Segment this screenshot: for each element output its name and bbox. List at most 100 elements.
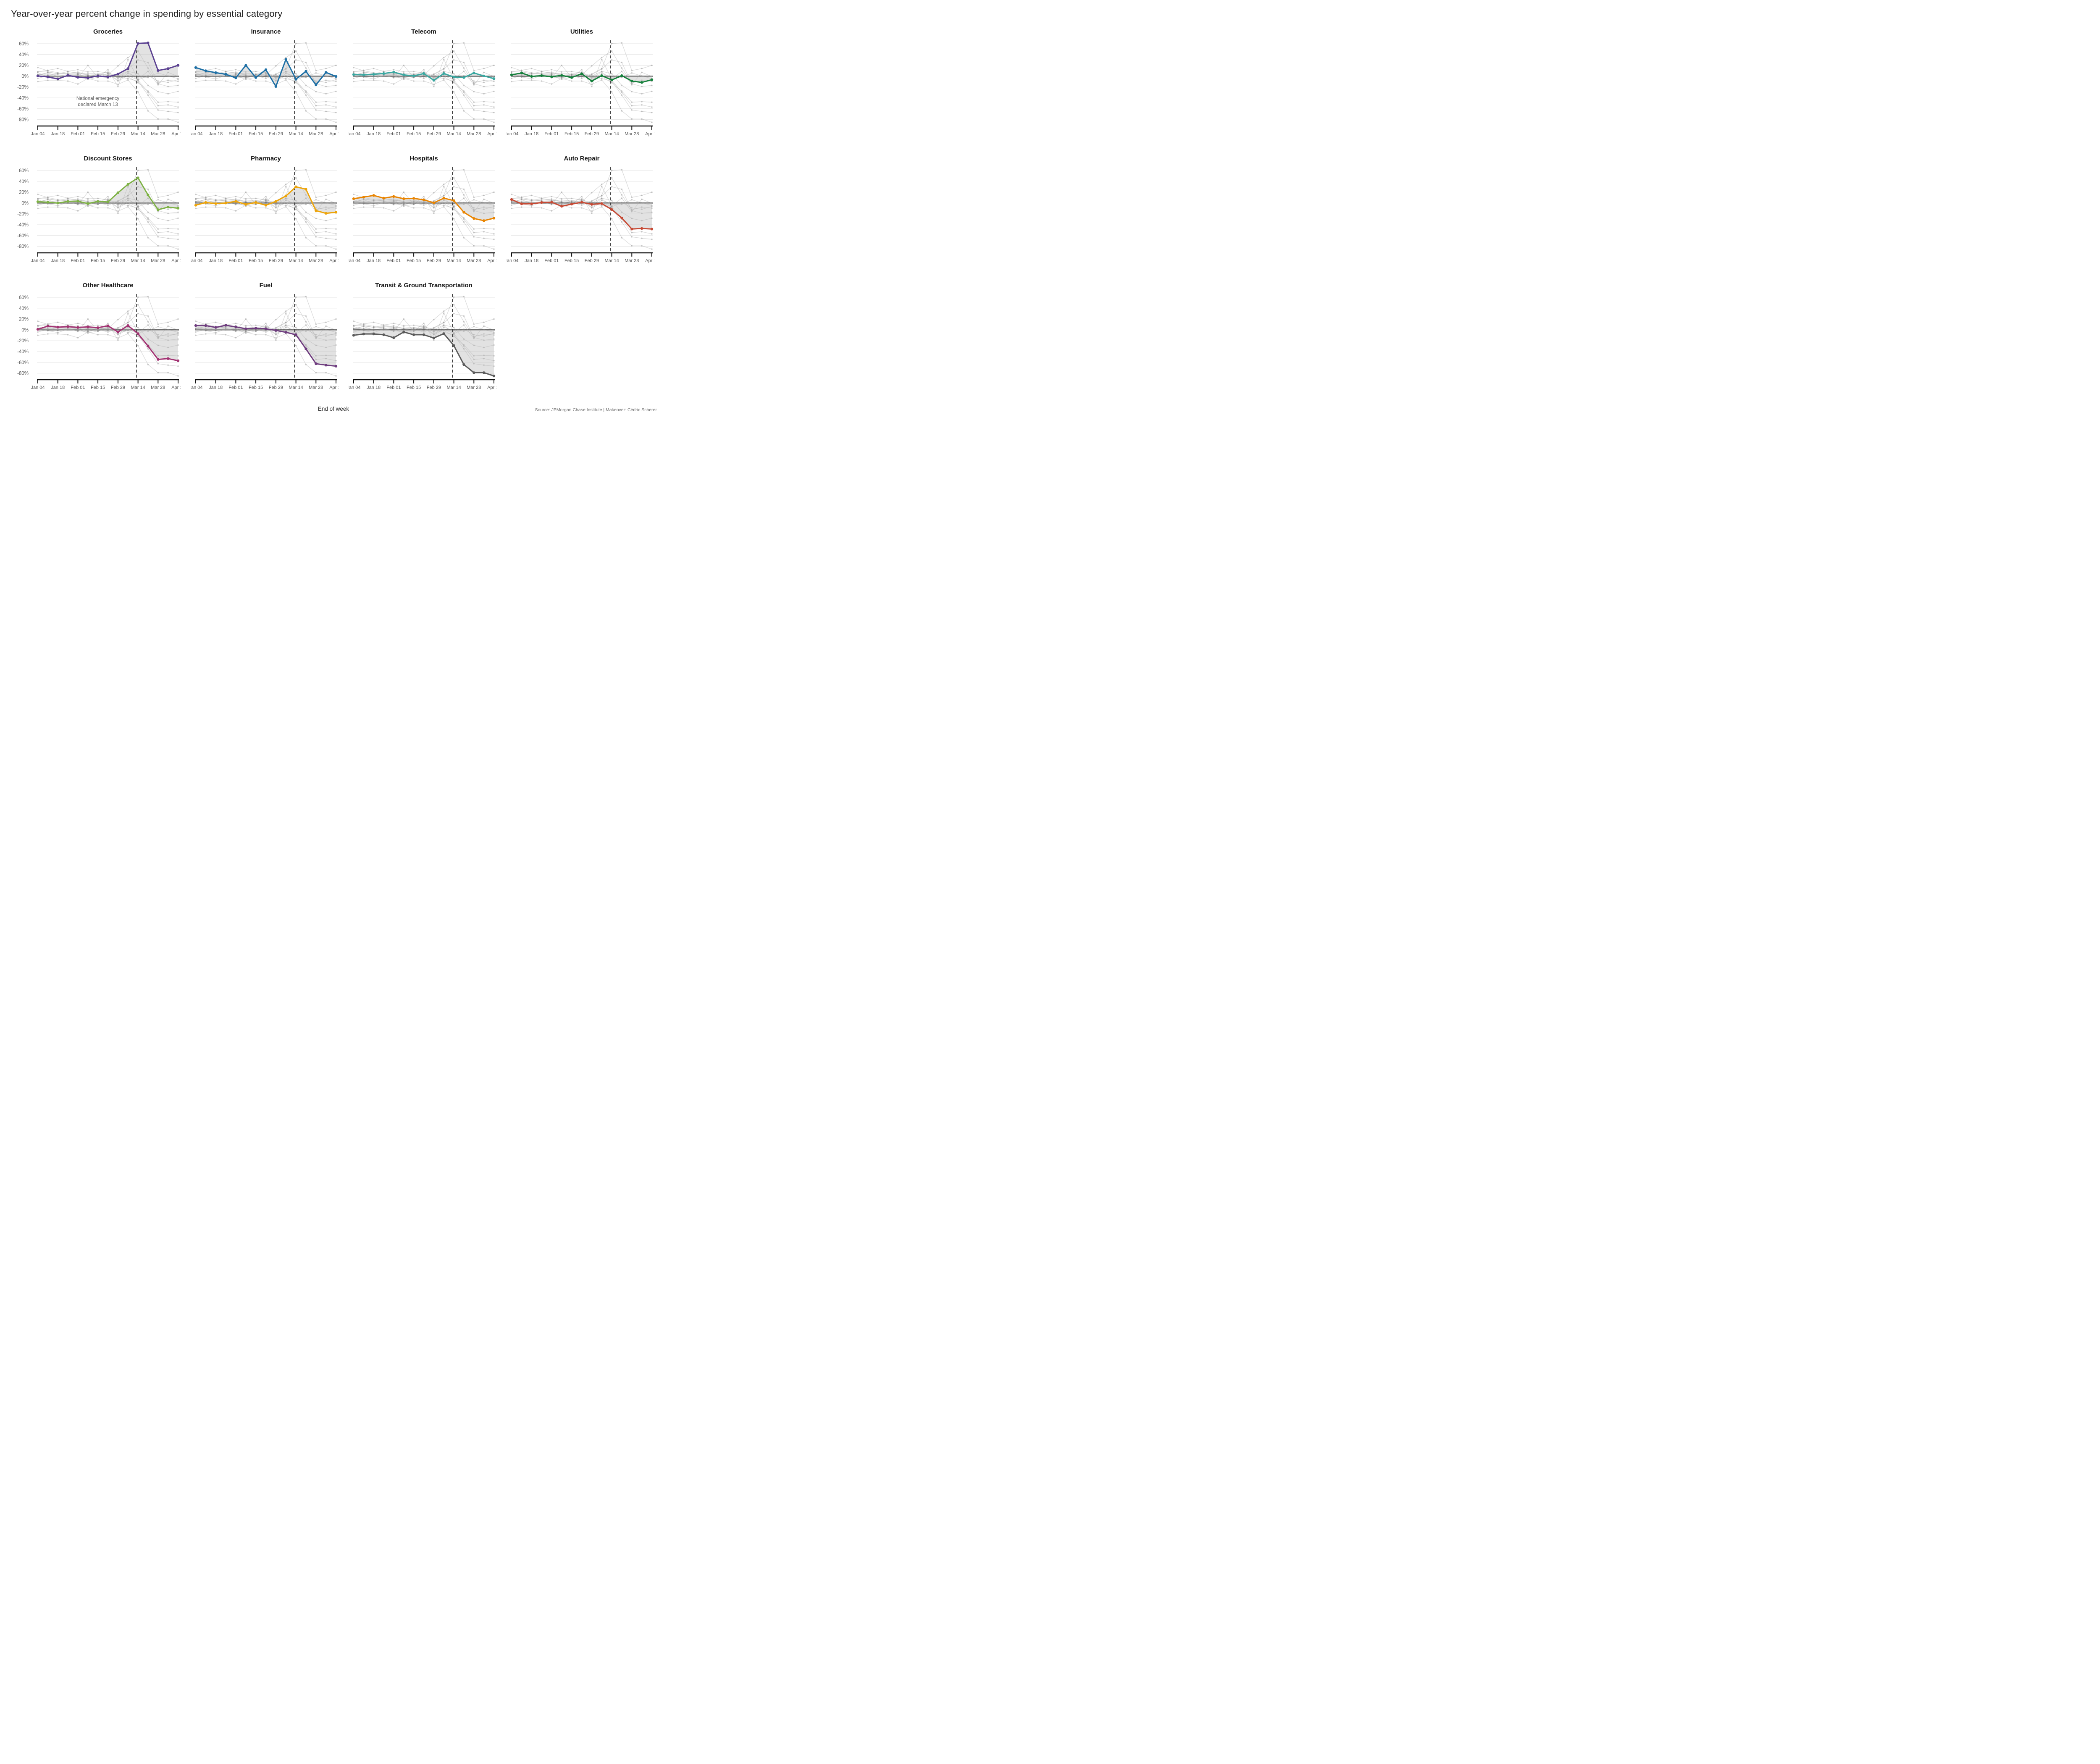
- x-tick-label: Feb 15: [249, 258, 263, 263]
- x-tick-label: Feb 29: [427, 131, 441, 136]
- x-tick-label: Feb 29: [269, 385, 283, 390]
- zero-gap-ribbon: [354, 330, 494, 376]
- panel-title: Telecom: [411, 28, 436, 35]
- annotation-line-2: declared March 13: [78, 102, 118, 108]
- x-tick-label: Mar 14: [289, 131, 303, 136]
- zero-gap-ribbon: [354, 72, 494, 81]
- chart-discount-stores: Jan 04 Jan 18 Feb 01 Feb 15 Feb 29 Mar 14 Mar …: [17, 155, 181, 263]
- y-tick-label: 60%: [19, 168, 29, 173]
- x-tick-label: Jan 18: [525, 258, 538, 263]
- x-tick-label: Mar 28: [467, 385, 481, 390]
- x-tick-label: Mar 28: [309, 258, 323, 263]
- x-tick-label: Jan 18: [209, 385, 223, 390]
- x-tick-label: Apr 11: [645, 131, 654, 136]
- x-tick-label: Feb 15: [91, 258, 105, 263]
- x-tick-label: Jan 18: [51, 258, 65, 263]
- zero-gap-ribbon: [38, 326, 178, 361]
- x-tick-label: Feb 01: [228, 258, 243, 263]
- zero-gap-ribbon: [38, 43, 178, 79]
- x-tick-label: Jan 18: [367, 131, 381, 136]
- panel-title: Hospitals: [410, 155, 438, 162]
- x-tick-label: Mar 14: [446, 131, 461, 136]
- y-tick-label: -40%: [17, 96, 29, 101]
- x-tick-label: Jan 18: [51, 385, 65, 390]
- y-tick-label: -40%: [17, 349, 29, 354]
- y-tick-label: 60%: [19, 42, 29, 47]
- y-tick-label: -60%: [17, 107, 29, 112]
- x-tick-label: Feb 01: [386, 385, 401, 390]
- x-tick-label: Jan 04: [31, 131, 45, 136]
- y-tick-label: 40%: [19, 306, 29, 311]
- y-tick-label: 20%: [19, 317, 29, 322]
- x-tick-label: Jan 04: [191, 385, 203, 390]
- zero-gap-ribbon: [196, 186, 336, 213]
- x-tick-label: Apr 11: [487, 258, 496, 263]
- chart-hospitals: Jan 04 Jan 18 Feb 01 Feb 15 Feb 29 Mar 14 Mar …: [349, 155, 496, 263]
- panel-title: Groceries: [93, 28, 123, 35]
- x-tick-label: Jan 04: [191, 131, 203, 136]
- x-tick-label: Feb 01: [544, 258, 559, 263]
- x-tick-label: Mar 28: [309, 385, 323, 390]
- x-tick-label: Mar 28: [151, 131, 165, 136]
- panel-utilities: Jan 04 Jan 18 Feb 01 Feb 15 Feb 29 Mar 14 Mar …: [507, 26, 654, 150]
- x-tick-label: Feb 15: [91, 131, 105, 136]
- chart-auto-repair: Jan 04 Jan 18 Feb 01 Feb 15 Feb 29 Mar 14 Mar …: [507, 155, 654, 263]
- panel-groceries: National emergency declared March 13 Jan 0…: [10, 26, 181, 150]
- x-tick-label: Jan 04: [349, 258, 361, 263]
- x-tick-label: Apr 11: [171, 258, 181, 263]
- x-tick-label: Feb 29: [111, 131, 125, 136]
- x-tick-label: Mar 28: [625, 131, 639, 136]
- x-tick-label: Jan 04: [507, 258, 519, 263]
- x-tick-label: Apr 11: [645, 258, 654, 263]
- x-tick-label: Feb 29: [427, 385, 441, 390]
- x-tick-label: Feb 15: [407, 258, 421, 263]
- x-tick-label: Jan 04: [349, 131, 361, 136]
- x-tick-label: Mar 14: [604, 131, 619, 136]
- y-tick-label: -20%: [17, 85, 29, 90]
- x-tick-label: Mar 28: [151, 385, 165, 390]
- y-tick-label: -60%: [17, 360, 29, 365]
- panel-insurance: Jan 04 Jan 18 Feb 01 Feb 15 Feb 29 Mar 14 Mar …: [191, 26, 339, 150]
- x-tick-label: Jan 04: [349, 385, 361, 390]
- figure-footer: End of week Source: JPMorgan Chase Insti…: [10, 405, 657, 417]
- panel-telecom: Jan 04 Jan 18 Feb 01 Feb 15 Feb 29 Mar 14 Mar …: [349, 26, 496, 150]
- y-tick-label: -20%: [17, 339, 29, 344]
- x-tick-label: Feb 29: [111, 258, 125, 263]
- x-tick-label: Mar 14: [446, 258, 461, 263]
- x-tick-label: Mar 14: [289, 258, 303, 263]
- x-tick-label: Jan 18: [51, 131, 65, 136]
- x-axis-title: End of week: [318, 406, 349, 412]
- x-tick-label: Jan 18: [367, 385, 381, 390]
- zero-gap-ribbon: [354, 195, 494, 221]
- y-tick-label: 20%: [19, 63, 29, 68]
- y-tick-label: 20%: [19, 190, 29, 195]
- y-tick-label: 40%: [19, 52, 29, 58]
- x-tick-label: Jan 18: [525, 131, 538, 136]
- chart-fuel: Jan 04 Jan 18 Feb 01 Feb 15 Feb 29 Mar 14 Mar …: [191, 282, 339, 390]
- panel-title: Insurance: [251, 28, 281, 35]
- x-tick-label: Mar 14: [131, 385, 145, 390]
- x-tick-label: Feb 01: [386, 131, 401, 136]
- y-tick-label: -80%: [17, 118, 29, 123]
- panel-title: Fuel: [260, 282, 273, 289]
- panel-fuel: Jan 04 Jan 18 Feb 01 Feb 15 Feb 29 Mar 14 Mar …: [191, 280, 339, 403]
- x-tick-label: Mar 14: [131, 258, 145, 263]
- chart-title: Year-over-year percent change in spendin…: [11, 8, 283, 19]
- x-tick-label: Feb 15: [91, 385, 105, 390]
- y-tick-label: -60%: [17, 234, 29, 239]
- y-tick-label: 0%: [21, 328, 29, 333]
- x-tick-label: Apr 11: [329, 385, 339, 390]
- panel-other-healthcare: Jan 04 Jan 18 Feb 01 Feb 15 Feb 29 Mar 14 Mar …: [10, 280, 181, 403]
- x-tick-label: Mar 28: [467, 258, 481, 263]
- x-tick-label: Mar 14: [604, 258, 619, 263]
- x-tick-label: Feb 01: [228, 131, 243, 136]
- panel-title: Transit & Ground Transportation: [375, 282, 472, 289]
- chart-pharmacy: Jan 04 Jan 18 Feb 01 Feb 15 Feb 29 Mar 14 Mar …: [191, 155, 339, 263]
- x-tick-label: Feb 15: [564, 131, 579, 136]
- x-tick-label: Feb 01: [71, 385, 85, 390]
- x-tick-label: Feb 29: [269, 131, 283, 136]
- x-tick-label: Apr 11: [487, 131, 496, 136]
- source-credit: Source: JPMorgan Chase Institute | Makeo…: [535, 407, 657, 412]
- x-tick-label: Feb 15: [407, 131, 421, 136]
